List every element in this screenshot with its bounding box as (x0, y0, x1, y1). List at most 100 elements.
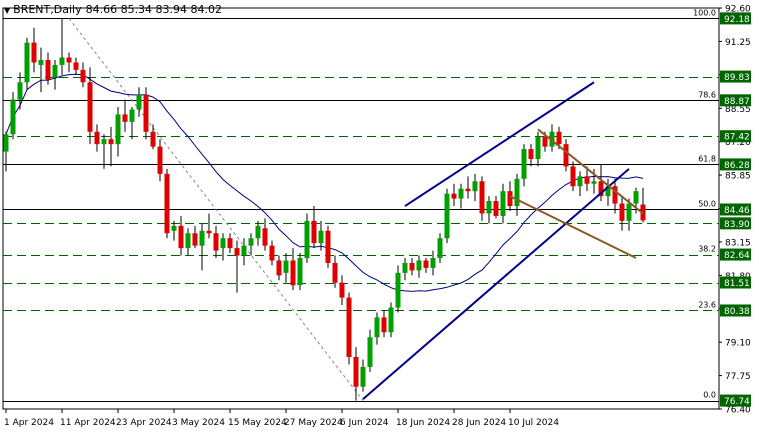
candle (304, 213, 310, 263)
candle (584, 166, 590, 192)
candle (129, 107, 135, 140)
candle (269, 240, 275, 266)
candle (248, 233, 254, 256)
candle (31, 27, 37, 73)
bearish-candle-body (381, 317, 387, 333)
bullish-candle-body (3, 134, 9, 152)
level-price-badge (720, 217, 751, 230)
candle (276, 255, 282, 281)
candle (605, 178, 611, 207)
candle (17, 72, 23, 110)
bullish-candle-body (248, 238, 254, 246)
bearish-candle-body (409, 262, 415, 271)
candle (255, 220, 261, 246)
date-axis: 1 Apr 2024 11 Apr 2024 23 Apr 2024 3 May 20… (4, 409, 559, 428)
candle (297, 253, 303, 291)
bullish-candle-body (185, 233, 191, 249)
level-price-label: 86.28 (724, 161, 750, 171)
bearish-candle-body (73, 62, 79, 70)
candle (213, 225, 219, 259)
candle (164, 168, 170, 239)
candle (549, 124, 555, 152)
bearish-candle-body (45, 59, 51, 80)
bullish-candle-body (430, 258, 436, 268)
candle (612, 178, 618, 214)
candle (598, 163, 604, 202)
bearish-candle-body (227, 238, 233, 249)
candle (346, 292, 352, 365)
bullish-candle-body (486, 201, 492, 214)
price-tick-label: 76.40 (725, 406, 751, 416)
fib-ratio-label: 50.0 (698, 199, 716, 208)
bullish-candle-body (472, 181, 478, 192)
bullish-candle-body (101, 139, 107, 145)
level-price-label: 82.64 (724, 251, 750, 261)
candle (479, 176, 485, 221)
candle (318, 220, 324, 251)
price-tick-label: 87.20 (725, 138, 751, 148)
bullish-candle-body (17, 82, 23, 100)
date-tick-label: 10 Jul 2024 (508, 418, 559, 428)
bearish-candle-body (311, 220, 317, 244)
candle (577, 171, 583, 197)
date-tick-label: 1 Apr 2024 (4, 418, 54, 428)
bullish-candle-body (437, 238, 443, 259)
bullish-candle-body (626, 203, 632, 221)
bearish-candle-body (157, 146, 163, 174)
level-price-badge (720, 248, 751, 261)
candle (381, 309, 387, 338)
level-price-label: 83.90 (724, 220, 750, 230)
bullish-candle-body (444, 193, 450, 239)
bearish-candle-body (465, 188, 471, 192)
candle (311, 206, 317, 249)
candle (150, 124, 156, 150)
bullish-candle-body (171, 225, 177, 231)
candle (416, 255, 422, 278)
bullish-candle-body (535, 136, 541, 159)
bullish-candle-body (24, 42, 30, 83)
fall-channel-top-trendline (537, 128, 644, 215)
candle (24, 37, 30, 90)
fib-ratio-label: 100.0 (693, 8, 716, 17)
price-tick-label: 79.10 (725, 339, 751, 349)
candle (437, 233, 443, 263)
bullish-candle-body (297, 258, 303, 286)
candle (388, 302, 394, 338)
level-price-badge (720, 203, 751, 216)
horizontal-levels (3, 18, 719, 402)
candle (374, 312, 380, 345)
level-price-label: 81.51 (724, 279, 750, 289)
candle (402, 258, 408, 281)
candle (87, 67, 93, 145)
level-price-badge (720, 394, 751, 407)
dropdown-triangle-icon[interactable]: ▼ (4, 6, 11, 15)
bearish-candle-body (150, 131, 156, 147)
candle (640, 187, 646, 223)
candle (423, 258, 429, 273)
bearish-candle-body (325, 230, 331, 263)
price-tick-label: 77.75 (725, 372, 751, 382)
candle (3, 131, 9, 172)
candle (94, 124, 100, 152)
candle (332, 255, 338, 288)
candle (367, 329, 373, 372)
candle (619, 196, 625, 231)
fall-channel-bottom-trendline (509, 195, 637, 259)
candle (192, 225, 198, 249)
price-tick-label: 83.15 (725, 238, 751, 248)
candle (325, 225, 331, 268)
bearish-candle-body (332, 262, 338, 283)
fib-ratio-label: 38.2 (698, 245, 716, 254)
bullish-candle-body (633, 191, 639, 204)
level-price-label: 92.18 (724, 15, 750, 25)
candle (80, 62, 86, 88)
candle (206, 213, 212, 239)
price-tick-label: 88.55 (725, 105, 751, 115)
bearish-candle-body (269, 245, 275, 261)
candle (101, 134, 107, 169)
bullish-candle-body (115, 114, 121, 145)
date-tick-label: 28 Jun 2024 (452, 418, 506, 428)
bullish-candle-body (591, 181, 597, 184)
bearish-candle-body (612, 186, 618, 204)
level-price-badge (720, 12, 751, 25)
